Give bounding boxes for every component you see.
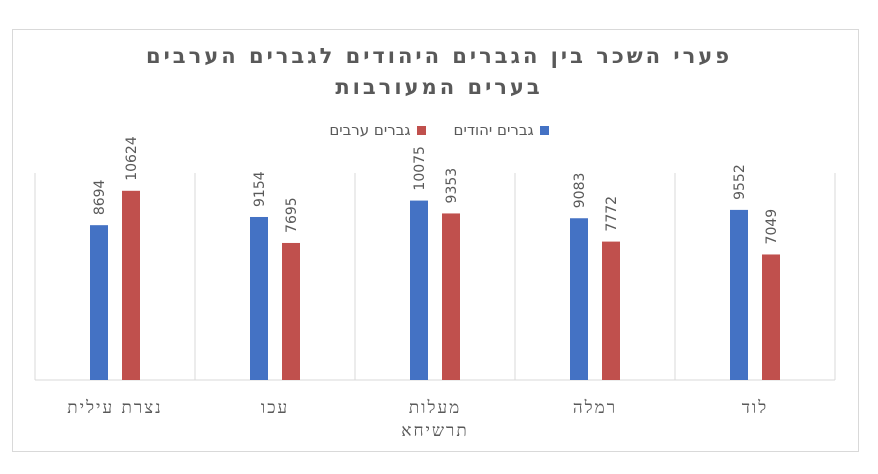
data-label-series-1-cat-3: 10075 [412, 146, 428, 191]
bar-series-2-cat-5 [762, 254, 780, 380]
bar-series-1-cat-4 [570, 218, 588, 380]
bar-series-2-cat-3 [442, 213, 460, 380]
bar-series-1-cat-2 [250, 216, 268, 380]
chart-legend: גברים יהודים גברים ערבים [0, 121, 878, 139]
legend-swatch-series-1 [539, 125, 549, 135]
category-label-1: נצרת עילית [67, 398, 162, 418]
category-label-2: עכו [261, 398, 289, 418]
data-label-series-1-cat-1: 8694 [92, 179, 108, 215]
bar-series-2-cat-1 [122, 190, 140, 380]
category-label-3-line-1: מעלות [409, 398, 461, 418]
data-label-series-1-cat-5: 9552 [732, 164, 748, 200]
bar-series-1-cat-1 [90, 225, 108, 380]
category-label-4: רמלה [573, 398, 617, 418]
legend-label-series-2: גברים ערבים [329, 121, 411, 139]
category-label-5: לוד [742, 398, 768, 418]
bar-series-2-cat-2 [282, 242, 300, 380]
data-label-series-2-cat-3: 9353 [444, 168, 460, 204]
category-label-3-line-2: תרשיחא [401, 421, 468, 441]
chart-title-line-1: פערי השכר בין הגברים היהודים לגברים הערב… [145, 44, 733, 68]
data-label-series-2-cat-1: 10624 [124, 136, 140, 181]
legend-swatch-series-2 [416, 125, 426, 135]
chart-title-line-2: בערים המעורבות [335, 75, 543, 99]
legend-item-series-1: גברים יהודים [454, 121, 549, 139]
data-label-series-1-cat-2: 9154 [252, 171, 268, 207]
chart-frame [12, 29, 859, 452]
legend-label-series-1: גברים יהודים [453, 121, 534, 139]
bar-series-1-cat-3 [410, 200, 428, 380]
data-label-series-2-cat-2: 7695 [284, 197, 300, 233]
bar-series-2-cat-4 [602, 241, 620, 380]
bar-series-1-cat-5 [730, 209, 748, 380]
data-label-series-1-cat-4: 9083 [572, 173, 588, 209]
data-label-series-2-cat-4: 7772 [604, 196, 620, 232]
data-label-series-2-cat-5: 7049 [764, 209, 780, 245]
legend-item-series-2: גברים ערבים [329, 121, 426, 139]
